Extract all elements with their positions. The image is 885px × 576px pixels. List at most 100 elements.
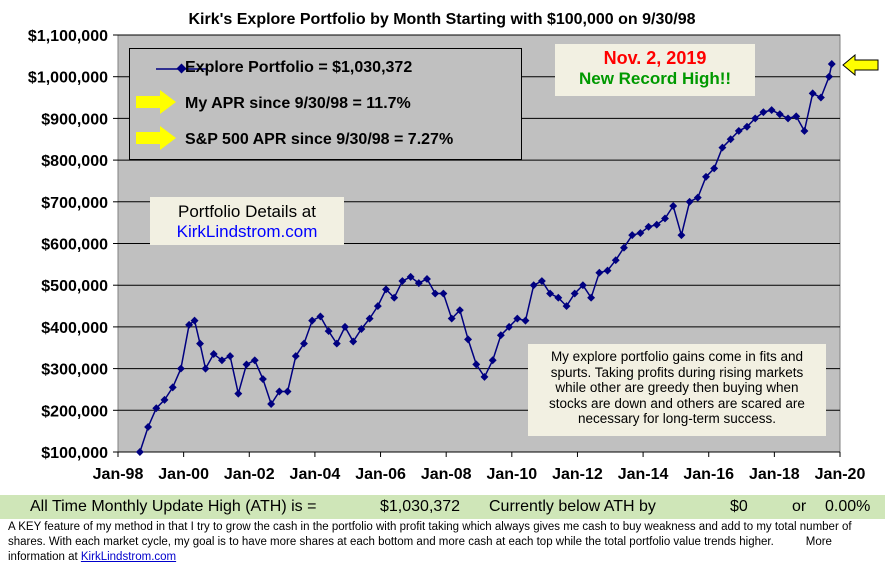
data-point — [496, 331, 505, 340]
ath-below-pct: 0.00% — [825, 498, 871, 515]
data-point — [398, 277, 407, 285]
data-point — [258, 375, 267, 384]
data-point — [628, 231, 637, 240]
data-point — [677, 231, 686, 240]
data-point — [554, 293, 563, 302]
x-tick-label: Jan-16 — [683, 466, 734, 483]
data-point — [196, 339, 205, 348]
chart-area: Kirk's Explore Portfolio by Month Starti… — [27, 11, 879, 483]
data-point — [726, 135, 735, 144]
data-point — [357, 325, 366, 333]
ath-below-label: Currently below ATH by — [489, 498, 656, 515]
y-tick-label: $900,000 — [41, 111, 108, 128]
data-point — [283, 387, 292, 396]
data-point — [669, 202, 678, 210]
ath-bar: All Time Monthly Update High (ATH) is = … — [0, 495, 885, 519]
ath-or: or — [792, 498, 807, 515]
data-point — [767, 106, 776, 115]
data-point — [209, 350, 218, 358]
data-point — [603, 266, 612, 275]
legend-series-marker — [156, 63, 208, 74]
strategy-note-text: My explore portfolio gains come in fits … — [549, 349, 805, 426]
data-point — [226, 352, 235, 361]
data-point — [423, 274, 431, 283]
data-point — [135, 448, 144, 456]
data-point — [537, 277, 546, 285]
x-tick-label: Jan-10 — [486, 466, 537, 483]
data-point — [291, 352, 300, 361]
record-high-callout: Nov. 2, 2019 New Record High!! — [555, 44, 755, 96]
y-tick-label: $700,000 — [41, 195, 108, 212]
data-point — [300, 339, 308, 348]
y-tick-label: $300,000 — [41, 362, 108, 379]
data-point — [275, 387, 284, 396]
portfolio-details-box: Portfolio Details at KirkLindstrom.com — [150, 197, 344, 245]
data-point — [349, 337, 358, 346]
footnote-text: A KEY feature of my method in that I try… — [8, 521, 852, 548]
data-point — [529, 281, 538, 290]
data-point — [455, 306, 464, 315]
data-point — [431, 289, 440, 298]
data-point — [365, 314, 374, 323]
data-point — [267, 400, 276, 408]
y-tick-label: $200,000 — [41, 403, 108, 420]
y-tick-label: $100,000 — [41, 445, 108, 462]
y-tick-label: $600,000 — [41, 237, 108, 254]
data-point — [390, 293, 399, 302]
x-tick-label: Jan-20 — [815, 466, 866, 483]
data-point — [570, 289, 579, 298]
record-text: New Record High!! — [578, 69, 732, 88]
data-point — [488, 356, 497, 365]
data-point — [185, 320, 194, 329]
data-point — [816, 93, 825, 102]
data-point — [480, 372, 489, 381]
record-date: Nov. 2, 2019 — [603, 48, 707, 68]
data-point — [316, 312, 325, 321]
details-link[interactable]: KirkLindstrom.com — [176, 222, 318, 241]
data-point — [382, 285, 390, 294]
details-title: Portfolio Details at — [178, 202, 316, 221]
data-point — [759, 108, 768, 117]
data-point — [619, 243, 628, 252]
y-tick-label: $800,000 — [41, 153, 108, 170]
x-tick-label: Jan-18 — [749, 466, 800, 483]
data-point — [827, 60, 836, 68]
x-tick-label: Jan-14 — [618, 466, 669, 483]
data-point — [308, 316, 317, 325]
data-point — [784, 114, 792, 123]
x-tick-label: Jan-98 — [93, 466, 144, 483]
data-point — [513, 314, 522, 323]
y-tick-label: $500,000 — [41, 278, 108, 295]
y-tick-label: $400,000 — [41, 320, 108, 337]
data-point — [152, 404, 161, 413]
data-point — [710, 164, 719, 173]
data-point — [168, 383, 177, 392]
data-point — [775, 110, 784, 119]
data-point — [611, 256, 620, 265]
x-tick-label: Jan-08 — [421, 466, 472, 483]
y-tick-label: $1,000,000 — [28, 70, 108, 87]
data-point — [234, 389, 243, 398]
data-point — [661, 214, 669, 223]
data-point — [472, 360, 481, 369]
data-point — [414, 279, 423, 288]
ath-value: $1,030,372 — [380, 498, 461, 515]
legend-box: Explore Portfolio = $1,030,372 My APR si… — [129, 48, 522, 160]
data-point — [332, 339, 341, 348]
x-tick-label: Jan-06 — [355, 466, 406, 483]
data-point — [464, 335, 473, 344]
strategy-note: My explore portfolio gains come in fits … — [528, 344, 826, 436]
data-point — [324, 327, 333, 336]
footnote-link[interactable]: KirkLindstrom.com — [80, 551, 177, 563]
data-point — [439, 289, 448, 298]
data-point — [341, 322, 349, 331]
x-tick-label: Jan-12 — [552, 466, 603, 483]
y-tick-label: $1,100,000 — [28, 28, 108, 45]
data-point — [734, 126, 743, 135]
data-point — [644, 222, 653, 231]
x-tick-label: Jan-04 — [290, 466, 341, 483]
data-point — [447, 314, 456, 323]
ath-below-amount: $0 — [730, 498, 748, 515]
data-point — [217, 356, 226, 365]
legend-sp-label: S&P 500 APR since 9/30/98 = 7.27% — [185, 131, 454, 148]
